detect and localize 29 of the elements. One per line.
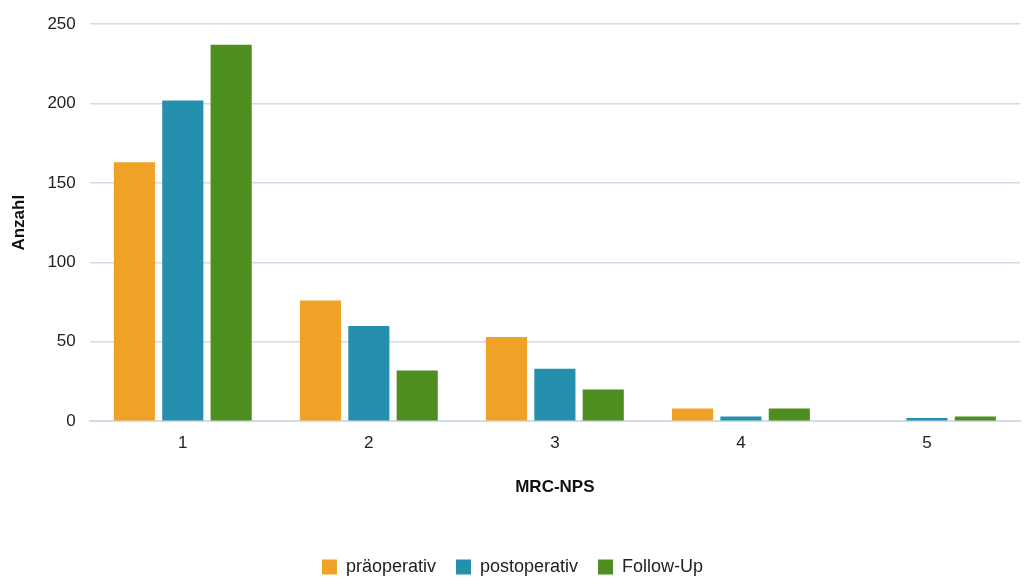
bar: [348, 325, 390, 421]
bar: [210, 44, 252, 421]
legend-label: präoperativ: [345, 555, 436, 576]
x-tick-label: 5: [922, 433, 932, 453]
bar: [672, 408, 714, 421]
bar: [768, 408, 810, 421]
legend-label: postoperativ: [479, 555, 579, 576]
x-axis-title: MRC-NPS: [515, 477, 595, 497]
y-tick-label: 50: [56, 331, 76, 351]
y-tick-label: 0: [66, 410, 76, 430]
bar: [534, 368, 576, 421]
y-tick-label: 100: [47, 252, 76, 272]
bar: [954, 416, 996, 421]
x-tick-label: 3: [550, 433, 560, 453]
y-tick-label: 150: [47, 172, 76, 192]
x-tick-label: 2: [364, 433, 374, 453]
bar: [582, 389, 624, 421]
legend-label: Follow-Up: [622, 555, 704, 576]
y-axis-title: Anzahl: [8, 194, 28, 251]
x-tick-label: 1: [178, 433, 188, 453]
y-tick-label: 250: [47, 13, 76, 33]
bar: [162, 100, 204, 421]
bar: [113, 162, 155, 421]
bar: [485, 337, 528, 421]
y-tick-label: 200: [47, 93, 76, 113]
bar: [396, 370, 438, 421]
x-tick-label: 4: [736, 433, 746, 453]
bar: [299, 300, 342, 421]
bar: [720, 416, 762, 421]
